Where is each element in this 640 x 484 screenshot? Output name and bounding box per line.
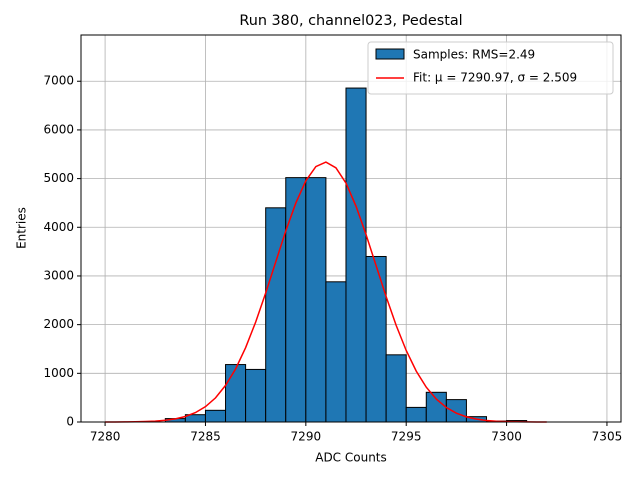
bar bbox=[285, 177, 307, 423]
bar bbox=[305, 177, 327, 423]
x-tick-label: 7285 bbox=[190, 430, 221, 444]
y-tick-label: 5000 bbox=[43, 171, 74, 185]
y-tick-label: 7000 bbox=[43, 74, 74, 88]
y-axis-label: Entries bbox=[15, 207, 29, 249]
fit-line bbox=[105, 161, 547, 423]
bar bbox=[405, 406, 427, 423]
bar bbox=[445, 399, 467, 423]
bar bbox=[225, 364, 247, 423]
legend-swatch bbox=[375, 48, 405, 60]
x-tick-label: 7290 bbox=[291, 430, 322, 444]
bar bbox=[245, 368, 267, 423]
x-tick-label: 7300 bbox=[491, 430, 522, 444]
chart-title: Run 380, channel023, Pedestal bbox=[239, 13, 462, 29]
x-axis-label: ADC Counts bbox=[315, 451, 387, 465]
y-tick-label: 0 bbox=[66, 415, 74, 429]
x-tick-label: 7305 bbox=[592, 430, 623, 444]
y-tick-label: 2000 bbox=[43, 317, 74, 331]
bar bbox=[325, 281, 347, 423]
plot-frame bbox=[80, 34, 622, 423]
bar bbox=[425, 391, 447, 423]
legend-box bbox=[367, 41, 614, 95]
y-tick-label: 4000 bbox=[43, 220, 74, 234]
bar bbox=[365, 255, 387, 423]
bar bbox=[204, 409, 227, 423]
y-tick-label: 3000 bbox=[43, 268, 74, 282]
bar bbox=[345, 87, 367, 423]
bar bbox=[385, 354, 407, 423]
x-tick-label: 7295 bbox=[391, 430, 422, 444]
legend-label: Samples: RMS=2.49 bbox=[413, 48, 535, 62]
y-tick-label: 1000 bbox=[43, 366, 74, 380]
y-tick-label: 6000 bbox=[43, 122, 74, 136]
legend-label: Fit: μ = 7290.97, σ = 2.509 bbox=[413, 71, 577, 85]
x-tick-label: 7280 bbox=[90, 430, 121, 444]
